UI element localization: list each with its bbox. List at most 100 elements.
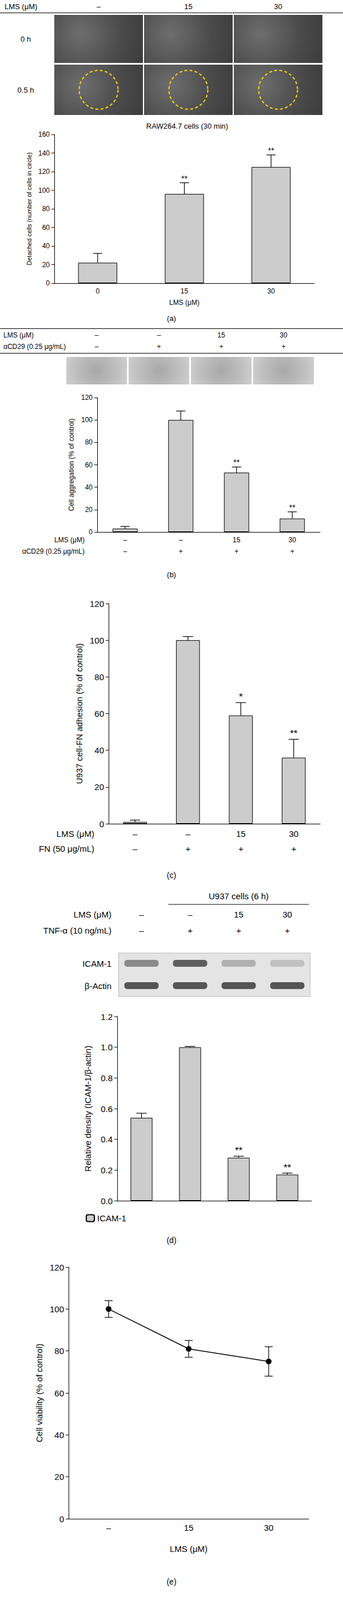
svg-text:0: 0 (45, 278, 50, 287)
svg-text:60: 60 (54, 1387, 65, 1398)
html-text:(e): (e) (166, 1576, 177, 1586)
html-text:(a): (a) (166, 313, 177, 323)
svg-text:20: 20 (42, 260, 51, 269)
svg-text:β-Actin: β-Actin (84, 980, 112, 991)
svg-text:LMS (μM): LMS (μM) (56, 828, 95, 839)
svg-text:20: 20 (54, 1470, 65, 1481)
svg-text:FN (50 μg/mL): FN (50 μg/mL) (38, 843, 95, 853)
html-text:(c): (c) (166, 870, 177, 880)
svg-text:ICAM-1: ICAM-1 (97, 1212, 127, 1223)
svg-text:–: – (122, 547, 127, 556)
svg-text:–: – (122, 535, 127, 544)
svg-text:30: 30 (282, 908, 293, 919)
svg-text:15: 15 (184, 1521, 194, 1532)
svg-text:Cell viability (% of control): Cell viability (% of control) (34, 1342, 45, 1442)
svg-text:1.2: 1.2 (100, 1011, 113, 1021)
svg-text:0: 0 (99, 818, 105, 829)
svg-text:LMS (μM): LMS (μM) (54, 535, 85, 544)
svg-text:15: 15 (233, 908, 244, 919)
svg-text:–: – (132, 843, 138, 853)
svg-text:+: + (290, 843, 297, 853)
svg-text:0: 0 (95, 286, 100, 295)
svg-text:0.0: 0.0 (100, 1195, 113, 1206)
svg-text:120: 120 (81, 393, 93, 402)
svg-text:**: ** (181, 173, 188, 183)
svg-text:**: ** (233, 457, 240, 467)
svg-text:Relative density (ICAM-1/β-act: Relative density (ICAM-1/β-actin) (82, 1045, 93, 1171)
svg-text:100: 100 (38, 186, 50, 195)
svg-text:**: ** (289, 502, 296, 512)
html-text:(d): (d) (166, 1234, 177, 1244)
svg-text:–: – (178, 535, 183, 544)
svg-text:40: 40 (85, 483, 94, 492)
svg-text:**: ** (268, 145, 275, 155)
svg-text:LMS (μM): LMS (μM) (169, 1542, 208, 1553)
svg-text:40: 40 (94, 744, 105, 755)
svg-text:20: 20 (94, 781, 105, 792)
html-text:0.5 h: 0.5 h (17, 85, 35, 95)
svg-text:LMS (μM): LMS (μM) (169, 298, 200, 307)
svg-text:*: * (238, 691, 243, 703)
svg-text:**: ** (234, 1144, 243, 1156)
svg-text:120: 120 (89, 598, 105, 609)
html-text:0 h: 0 h (20, 34, 31, 44)
svg-text:**: ** (289, 727, 298, 739)
svg-text:Cell aggregation (% of control: Cell aggregation (% of control) (67, 417, 76, 511)
svg-text:80: 80 (54, 1345, 65, 1355)
svg-text:–: – (187, 908, 193, 919)
svg-text:60: 60 (42, 223, 51, 232)
svg-text:+: + (185, 843, 191, 853)
svg-text:80: 80 (85, 437, 94, 446)
svg-text:+: + (187, 924, 193, 935)
svg-text:15: 15 (236, 828, 246, 839)
svg-text:120: 120 (38, 167, 50, 176)
svg-text:30: 30 (288, 828, 299, 839)
svg-text:0.8: 0.8 (100, 1072, 113, 1083)
svg-text:RAW264.7 cells (30 min): RAW264.7 cells (30 min) (146, 121, 229, 131)
svg-text:100: 100 (89, 635, 105, 645)
svg-text:**: ** (283, 1161, 292, 1173)
html-text:(b): (b) (166, 569, 177, 579)
svg-text:U937 cells (6 h): U937 cells (6 h) (208, 890, 269, 901)
svg-text:Detached cells (number of cell: Detached cells (number of cells in circl… (25, 152, 33, 265)
svg-text:U937 cell-FN adhesion (% of co: U937 cell-FN adhesion (% of control) (74, 643, 85, 784)
svg-text:120: 120 (49, 1261, 65, 1272)
svg-text:0: 0 (88, 527, 93, 536)
svg-text:160: 160 (38, 130, 50, 139)
svg-text:100: 100 (81, 415, 93, 424)
svg-text:30: 30 (264, 1521, 274, 1532)
svg-text:+: + (178, 547, 183, 556)
svg-text:60: 60 (85, 460, 94, 469)
svg-text:40: 40 (54, 1429, 65, 1439)
svg-text:–: – (138, 924, 145, 935)
svg-text:0.2: 0.2 (100, 1164, 113, 1175)
svg-text:15: 15 (180, 286, 189, 295)
svg-text:+: + (236, 924, 242, 935)
svg-text:LMS (μM): LMS (μM) (73, 908, 112, 919)
svg-text:15: 15 (232, 535, 241, 544)
svg-text:30: 30 (288, 535, 297, 544)
svg-text:–: – (106, 1521, 112, 1532)
svg-text:–: – (138, 908, 145, 919)
svg-text:40: 40 (42, 241, 51, 250)
svg-text:0: 0 (59, 1513, 65, 1523)
svg-text:0.4: 0.4 (100, 1133, 113, 1144)
svg-text:80: 80 (42, 204, 51, 213)
svg-text:140: 140 (38, 149, 50, 158)
svg-text:30: 30 (266, 286, 275, 295)
svg-text:TNF-α (10 ng/mL): TNF-α (10 ng/mL) (42, 924, 112, 935)
svg-text:0.6: 0.6 (100, 1103, 113, 1114)
svg-text:+: + (238, 843, 244, 853)
svg-text:80: 80 (94, 671, 105, 682)
svg-text:+: + (290, 547, 295, 556)
svg-text:1.0: 1.0 (100, 1041, 113, 1052)
svg-text:+: + (234, 547, 239, 556)
svg-text:–: – (132, 828, 138, 839)
svg-text:–: – (185, 828, 191, 839)
svg-text:αCD29 (0.25 μg/mL): αCD29 (0.25 μg/mL) (22, 547, 85, 556)
svg-text:20: 20 (85, 505, 94, 514)
svg-text:100: 100 (49, 1303, 65, 1314)
svg-text:+: + (284, 924, 290, 935)
svg-text:60: 60 (94, 708, 105, 719)
svg-text:ICAM-1: ICAM-1 (82, 958, 112, 968)
